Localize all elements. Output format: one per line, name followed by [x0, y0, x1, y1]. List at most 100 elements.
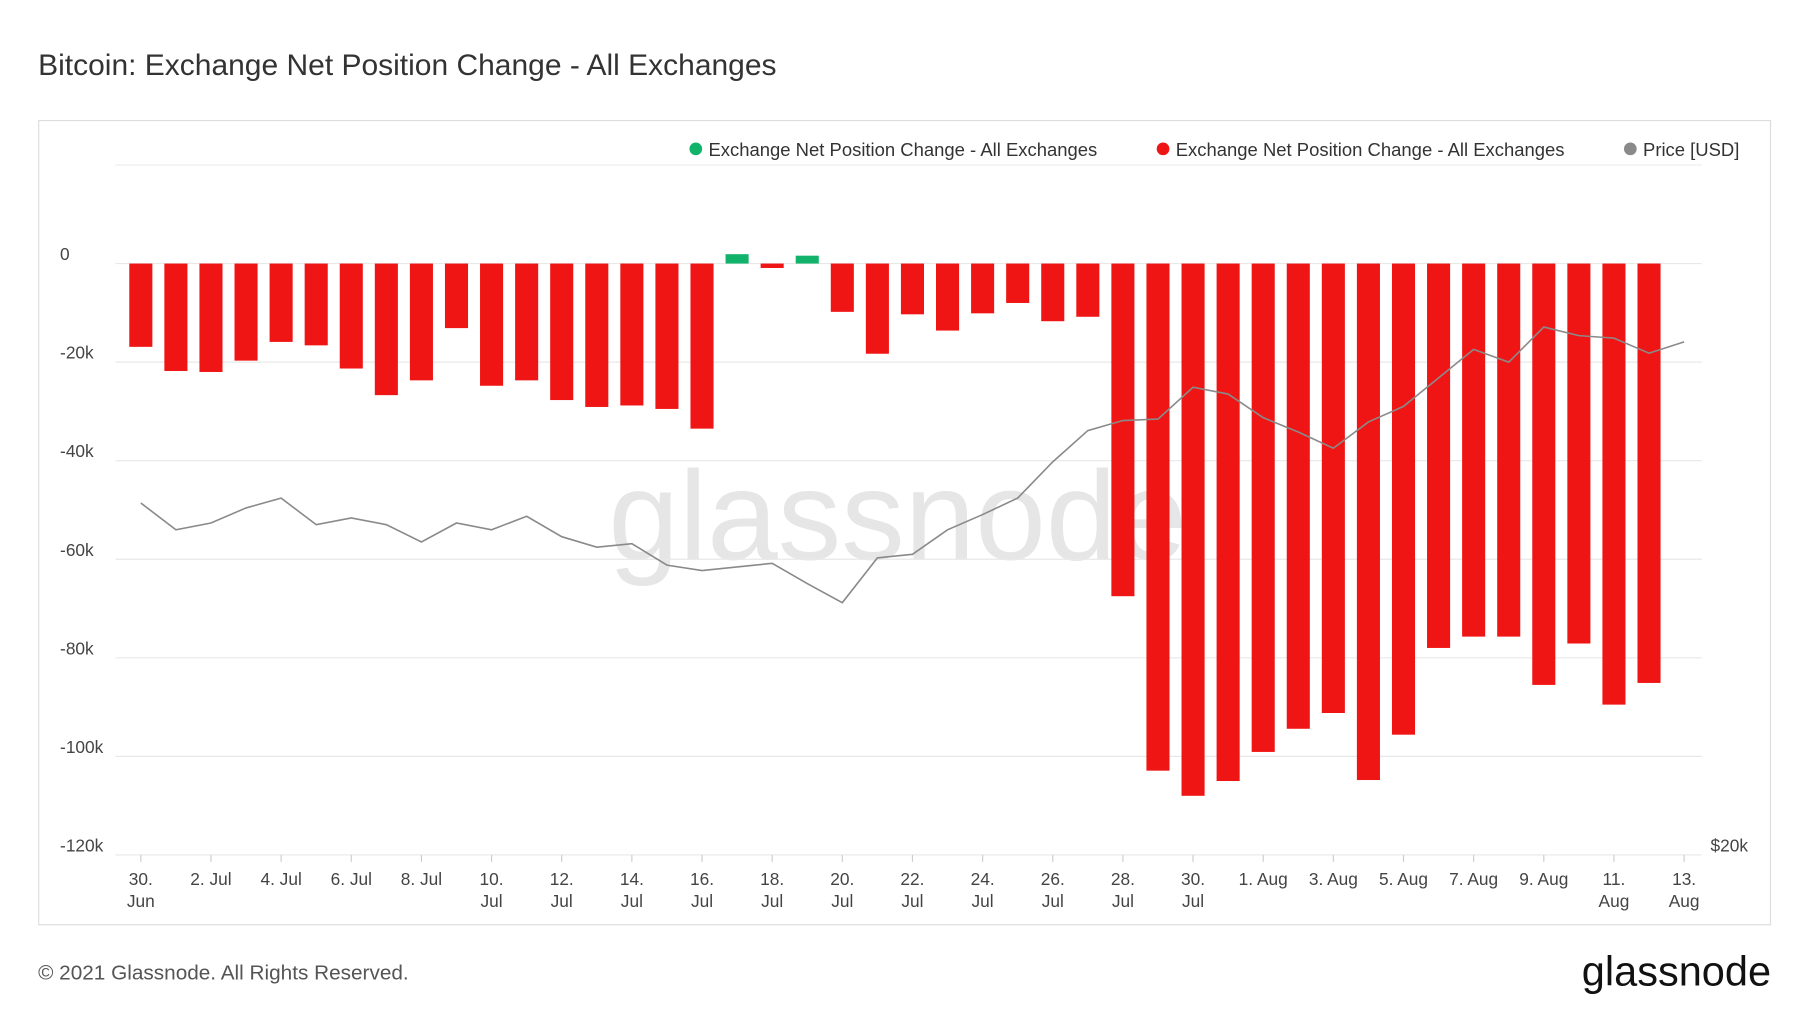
y-tick-label: -120k	[60, 835, 104, 855]
x-tick-label-text: Jul	[761, 891, 783, 911]
chart-frame	[38, 119, 1772, 926]
bar	[830, 263, 854, 312]
x-tick-label-text: 16.	[690, 869, 714, 889]
x-tick-label-text: 12.	[550, 869, 574, 889]
x-tick-label-text: 28.	[1111, 869, 1135, 889]
bar	[795, 255, 819, 264]
bar	[1006, 263, 1030, 303]
bar	[1497, 263, 1521, 637]
x-tick-label: 30. Jun	[127, 869, 155, 911]
x-tick-label-text: 30.	[129, 869, 153, 889]
x-tick-label: 5. Aug	[1379, 869, 1428, 889]
bar	[900, 263, 924, 315]
bar	[550, 263, 574, 401]
bar	[1567, 263, 1591, 644]
x-tick-label: 14. Jul	[620, 869, 644, 911]
bar	[339, 263, 363, 369]
x-tick-label-text: 10.	[480, 869, 504, 889]
x-tick-label: 18. Jul	[760, 869, 784, 911]
x-tick-label-text: 18.	[760, 869, 784, 889]
watermark: glassnode	[608, 445, 1187, 587]
x-tick-label-text: 3. Aug	[1309, 869, 1358, 889]
x-tick-label: 20. Jul	[830, 869, 854, 911]
bar	[1076, 263, 1100, 317]
price-line	[140, 326, 1685, 604]
x-tick-label: 30. Jul	[1181, 869, 1205, 911]
x-tick-label-text: Jun	[127, 891, 155, 911]
x-tick-label-text: 22.	[900, 869, 924, 889]
x-tick-label-text: Jul	[1112, 891, 1134, 911]
x-tick-label: 3. Aug	[1309, 869, 1358, 889]
x-tick-label-text: 26.	[1041, 869, 1065, 889]
x-tick-label-text: 5. Aug	[1379, 869, 1428, 889]
x-tick-label: 7. Aug	[1449, 869, 1498, 889]
bar	[234, 263, 258, 361]
x-tick-label: 26. Jul	[1041, 869, 1065, 911]
x-tick-label: 4. Jul	[260, 869, 301, 889]
x-tick-label: 24. Jul	[971, 869, 995, 911]
y-tick-label: -60k	[60, 540, 94, 560]
x-tick-label: 8. Jul	[401, 869, 442, 889]
bar	[1041, 263, 1065, 322]
bar	[1146, 263, 1170, 771]
bar	[1391, 263, 1416, 735]
x-tick-label-text: Aug	[1669, 891, 1700, 911]
bar	[1111, 263, 1135, 597]
bar	[199, 263, 223, 372]
x-tick-label-text: 6. Jul	[331, 869, 372, 889]
x-tick-label: 12. Jul	[550, 869, 574, 911]
bar	[409, 263, 433, 381]
bar	[1532, 263, 1556, 685]
footer: © 2021 Glassnode. All Rights Reserved.	[38, 962, 409, 985]
x-tick-label-text: 9. Aug	[1519, 869, 1568, 889]
bar	[971, 263, 995, 314]
x-tick-label: 10. Jul	[480, 869, 504, 911]
x-tick-label-text: Jul	[551, 891, 573, 911]
x-tick-label-text: 7. Aug	[1449, 869, 1498, 889]
bar	[865, 263, 889, 354]
y-tick-label: -20k	[60, 343, 94, 363]
bar	[655, 263, 679, 409]
x-tick-label-text: 2. Jul	[190, 869, 231, 889]
x-tick-label-text: Jul	[621, 891, 643, 911]
x-tick-label-text: 20.	[830, 869, 854, 889]
x-tick-label-text: Jul	[481, 891, 503, 911]
bar	[164, 263, 188, 371]
bar	[725, 254, 749, 264]
x-tick-label-text: Jul	[831, 891, 853, 911]
bar	[269, 263, 293, 342]
bar	[585, 263, 609, 407]
x-tick-label-text: 30.	[1181, 869, 1205, 889]
x-tick-label: 16. Jul	[690, 869, 714, 911]
legend-label: Exchange Net Position Change - All Excha…	[708, 139, 1097, 160]
x-tick-label-text: Jul	[901, 891, 923, 911]
bar	[1602, 263, 1626, 705]
y-tick-label: -80k	[60, 638, 94, 658]
x-tick-label-text: 24.	[971, 869, 995, 889]
bar	[1321, 263, 1345, 714]
logo: glassnode	[1582, 947, 1771, 994]
bar	[935, 263, 960, 331]
y-tick-label: 0	[60, 244, 70, 264]
chart-title: Bitcoin: Exchange Net Position Change - …	[38, 49, 776, 82]
bar	[690, 263, 714, 429]
x-tick-label: 11. Aug	[1599, 869, 1630, 911]
x-tick-label-text: 4. Jul	[260, 869, 301, 889]
bar	[1251, 263, 1275, 752]
x-tick-label: 2. Jul	[190, 869, 231, 889]
x-tick-label-text: 11.	[1603, 869, 1626, 889]
bar	[1356, 263, 1380, 781]
bar	[620, 263, 644, 406]
y-tick-label: -40k	[60, 441, 94, 461]
bar	[480, 263, 504, 386]
x-tick-label: 22. Jul	[900, 869, 924, 911]
x-tick-label-text: 1. Aug	[1239, 869, 1288, 889]
x-tick-label: 1. Aug	[1239, 869, 1288, 889]
y2-tick-label: $20k	[1710, 835, 1748, 855]
x-tick-label-text: Jul	[1042, 891, 1064, 911]
bar	[515, 263, 539, 381]
x-tick-label: 9. Aug	[1519, 869, 1568, 889]
bar	[304, 263, 328, 346]
